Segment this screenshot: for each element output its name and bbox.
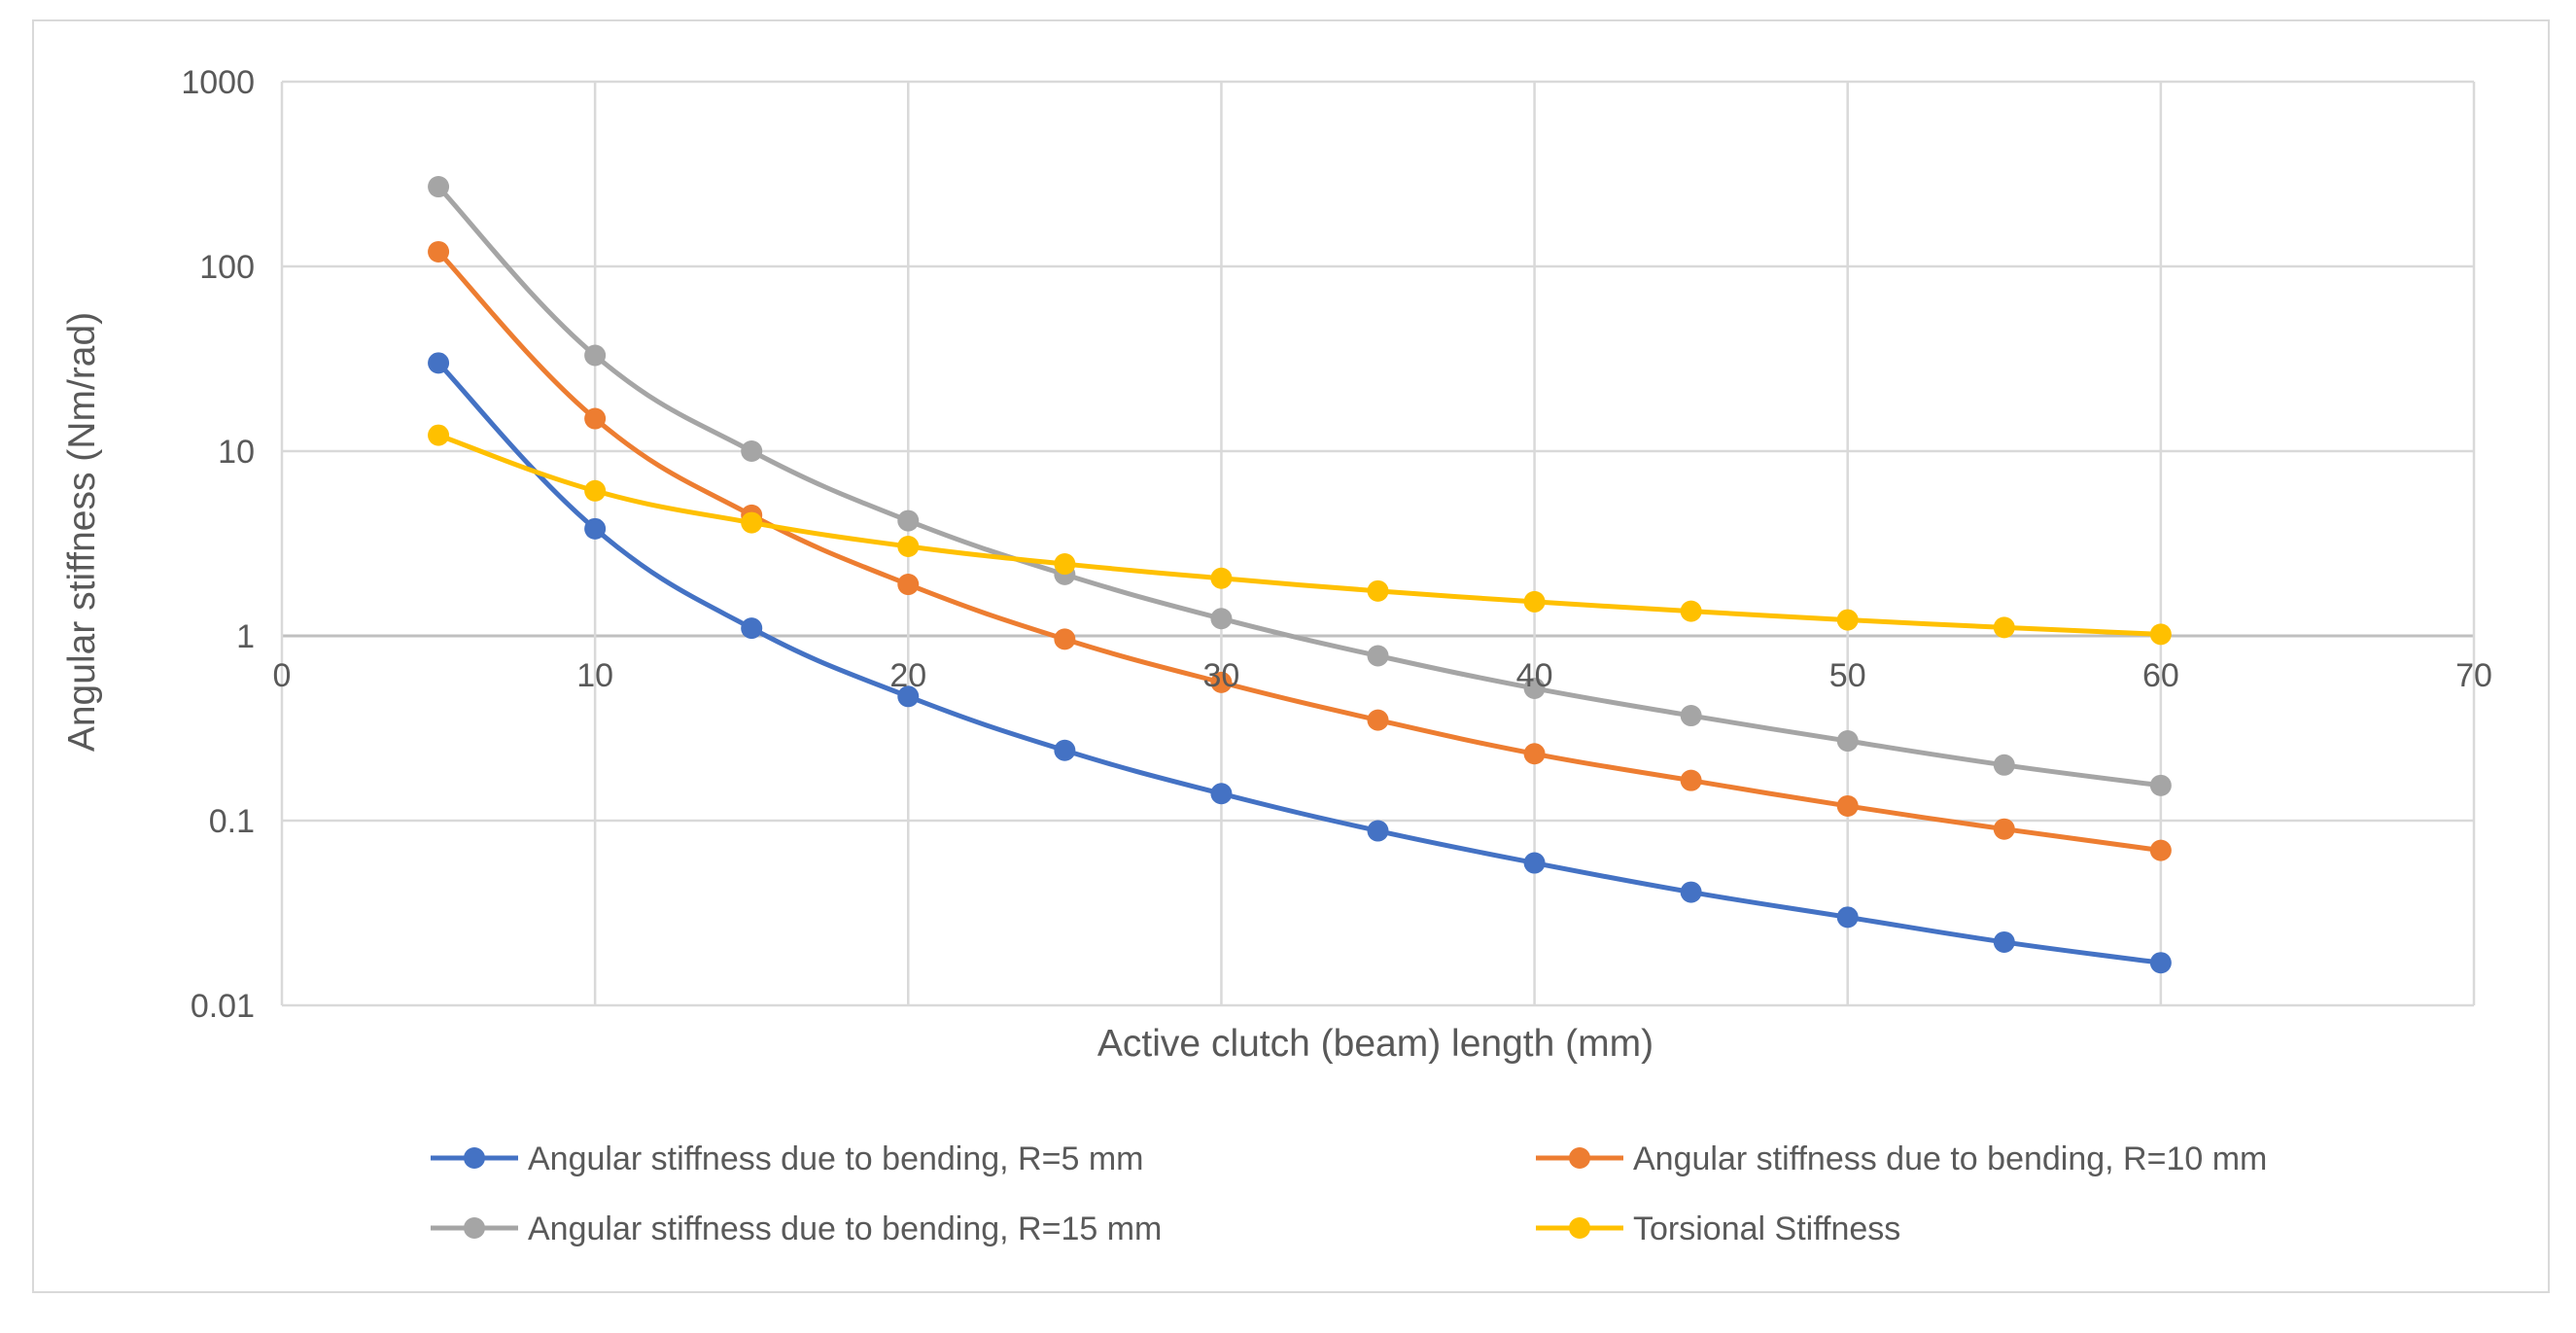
data-point [1836,794,1859,817]
x-tick-label: 0 [273,657,292,694]
data-point [1836,730,1859,753]
line-chart: 0.01 0.1 1 10 100 1000 0 10 20 30 40 50 60 70 Active … [61,64,2492,1247]
y-tick-label: 1 [236,618,255,655]
legend-item-3: Angular stiffness due to bending, R=15 m… [431,1210,1162,1247]
data-point [1993,930,2015,953]
data-point [1523,852,1546,874]
data-point [584,479,607,502]
series-line [435,360,2164,965]
data-point [1523,677,1546,699]
x-axis-title: Active clutch (beam) length (mm) [1097,1023,1654,1065]
data-point [1523,590,1546,613]
data-point [2149,839,2172,861]
data-point [584,517,607,540]
x-tick-label: 20 [889,657,926,694]
data-point [897,535,920,557]
tick-layer: 0.01 0.1 1 10 100 1000 0 10 20 30 40 50 60 70 [181,64,2492,1025]
data-point [1210,783,1233,805]
data-point [741,617,763,640]
series-line [435,433,2164,637]
chart-area: 0.01 0.1 1 10 100 1000 0 10 20 30 40 50 60 70 Active … [32,19,2550,1293]
legend-item-4: Torsional Stiffness [1536,1210,1900,1247]
data-point [741,440,763,462]
data-point [1993,616,2015,639]
data-point [428,176,450,198]
series-layer [428,176,2172,974]
legend-marker [1569,1147,1590,1169]
data-point [1367,645,1389,667]
data-point [1054,553,1076,576]
data-point [1367,820,1389,842]
legend-item-2: Angular stiffness due to bending, R=10 m… [1536,1140,2267,1177]
x-tick-label: 60 [2142,657,2179,694]
data-point [1680,600,1702,622]
data-point [897,685,920,708]
data-point [2149,623,2172,646]
data-point [1210,671,1233,693]
data-point [1680,769,1702,791]
data-point [1054,739,1076,761]
data-point [1680,705,1702,727]
data-point [1210,608,1233,630]
data-point [1836,609,1859,631]
data-point [1993,754,2015,776]
y-tick-label: 10 [218,434,255,471]
x-tick-label: 70 [2455,657,2492,694]
data-point [897,509,920,532]
legend-label: Torsional Stiffness [1633,1210,1900,1247]
legend-marker [464,1217,485,1239]
x-tick-label: 30 [1203,657,1240,694]
data-point [1367,709,1389,731]
series-2 [428,240,2172,861]
legend: Angular stiffness due to bending, R=5 mm… [431,1140,2267,1247]
data-point [584,344,607,367]
series-3 [428,176,2172,796]
legend-label: Angular stiffness due to bending, R=10 m… [1633,1140,2267,1177]
data-point [428,240,450,263]
x-tick-label: 40 [1516,657,1553,694]
data-point [897,574,920,596]
data-point [1680,881,1702,903]
data-point [428,424,450,446]
y-axis-title: Angular stiffness (Nm/rad) [61,312,103,752]
data-point [1523,743,1546,765]
x-tick-label: 10 [576,657,613,694]
legend-item-1: Angular stiffness due to bending, R=5 mm [431,1140,1143,1177]
grid-layer [280,80,2476,1007]
y-tick-label: 0.01 [191,988,255,1025]
x-tick-label: 50 [1829,657,1866,694]
legend-marker [1569,1217,1590,1239]
data-point [2149,952,2172,974]
data-point [584,407,607,430]
data-point [2149,774,2172,796]
y-tick-label: 1000 [181,64,255,101]
data-point [1367,579,1389,602]
series-line [435,249,2164,854]
data-point [1210,567,1233,589]
data-point [428,352,450,374]
data-point [1836,906,1859,929]
data-point [741,511,763,534]
series-1 [428,352,2172,974]
data-point [1054,628,1076,650]
y-tick-label: 100 [199,249,255,286]
legend-label: Angular stiffness due to bending, R=5 mm [528,1140,1143,1177]
y-tick-label: 0.1 [209,803,255,840]
legend-label: Angular stiffness due to bending, R=15 m… [528,1210,1162,1247]
series-4 [428,424,2172,646]
legend-marker [464,1147,485,1169]
data-point [1993,818,2015,840]
